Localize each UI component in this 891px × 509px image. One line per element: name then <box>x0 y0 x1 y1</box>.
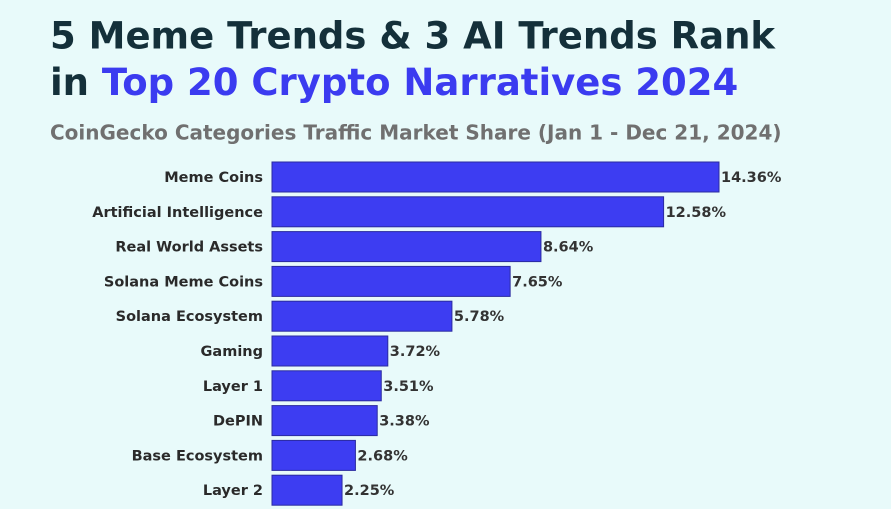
bar <box>271 231 542 263</box>
category-label: Real World Assets <box>115 240 263 256</box>
value-label: 2.25% <box>344 483 395 499</box>
bar <box>271 474 343 506</box>
value-label: 3.51% <box>383 379 434 395</box>
value-label: 3.38% <box>379 414 430 430</box>
value-label: 14.36% <box>721 170 782 186</box>
category-label: Layer 2 <box>203 483 263 499</box>
bar <box>271 439 356 471</box>
bar <box>271 370 382 402</box>
value-label: 3.72% <box>390 344 441 360</box>
category-label: DePIN <box>213 414 263 430</box>
bar <box>271 265 511 297</box>
value-label: 7.65% <box>512 274 563 290</box>
chart-title: 5 Meme Trends & 3 AI Trends Rank <box>50 15 776 58</box>
value-label: 2.68% <box>357 448 408 464</box>
value-label: 5.78% <box>454 309 505 325</box>
value-label: 12.58% <box>666 205 727 221</box>
bar <box>271 405 378 437</box>
category-label: Meme Coins <box>164 170 263 186</box>
bar <box>271 300 453 332</box>
category-label: Layer 1 <box>203 379 263 395</box>
category-label: Artificial Intelligence <box>92 205 263 221</box>
bar <box>271 161 720 193</box>
bar <box>271 196 665 228</box>
category-label: Gaming <box>201 344 263 360</box>
chart-title: in Top 20 Crypto Narratives 2024 <box>50 61 738 104</box>
title-part: in <box>50 61 89 104</box>
category-label: Solana Meme Coins <box>104 274 263 290</box>
chart-subtitle: CoinGecko Categories Traffic Market Shar… <box>50 121 782 145</box>
category-label: Base Ecosystem <box>132 448 263 464</box>
bar <box>271 335 389 367</box>
value-label: 8.64% <box>543 240 594 256</box>
title-highlight: Top 20 Crypto Narratives 2024 <box>102 61 738 104</box>
category-label: Solana Ecosystem <box>116 309 263 325</box>
